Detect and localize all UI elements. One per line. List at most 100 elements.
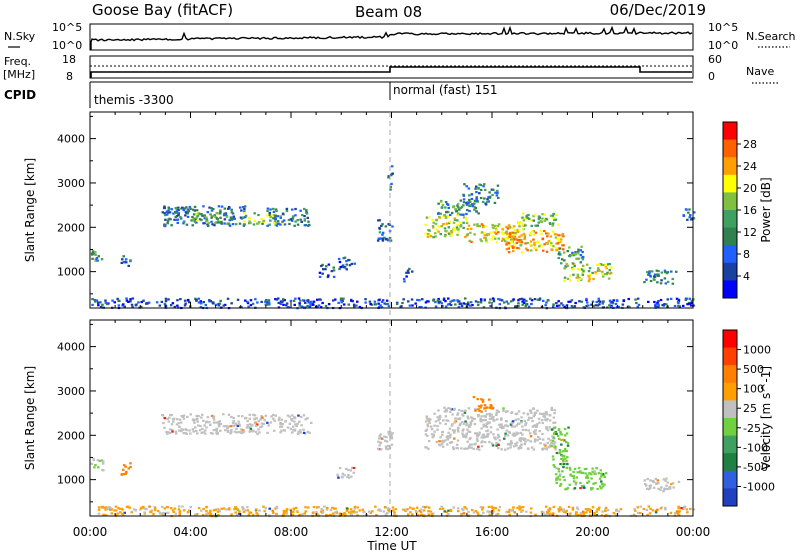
nsky-tick-top: 10^5	[52, 21, 82, 34]
echo-region	[517, 212, 560, 227]
cpid-segment-1: themis -3300	[94, 93, 174, 107]
nsky-panel: N.Sky 10^5 10^0 10^5 10^0 N.Search	[4, 21, 796, 52]
nsearch-tick-top: 10^5	[708, 21, 738, 34]
colorbar-swatch	[723, 210, 737, 229]
echo-region	[336, 466, 356, 479]
colorbar-tick-label: -25	[743, 422, 761, 435]
colorbar-swatch	[723, 435, 737, 454]
power-colorbar: 28 24 20 16 12 8 4	[722, 121, 757, 299]
nave-tick-bottom: 0	[708, 70, 715, 83]
colorbar-tick-label: -100	[743, 441, 768, 454]
nsky-tick-bottom: 10^0	[52, 39, 82, 52]
date-title: 06/Dec/2019	[610, 1, 706, 19]
colorbar-tick-label: 25	[743, 402, 757, 415]
echo-region	[550, 426, 570, 469]
freq-unit-label: [MHz]	[3, 68, 35, 81]
x-tick-label: 08:00	[274, 525, 309, 539]
colorbar-swatch	[723, 488, 737, 507]
echo-region	[90, 457, 105, 472]
echo-region	[387, 165, 394, 191]
colorbar-tick-label: 4	[743, 270, 750, 283]
colorbar-swatch	[723, 174, 737, 193]
time-xlabel: Time UT	[366, 539, 417, 553]
velocity-panel: 1000 2000 3000 4000 Slant Range [km]	[23, 319, 696, 518]
echo-region	[161, 413, 313, 436]
colorbar-tick-label: -500	[743, 461, 768, 474]
y-tick-label: 3000	[57, 177, 85, 190]
y-tick-label: 4000	[57, 341, 85, 354]
cpid-row: CPID themis -3300 normal (fast) 151	[4, 81, 693, 108]
echo-region	[682, 208, 696, 221]
colorbar-tick-label: 12	[743, 226, 757, 239]
echo-region	[376, 219, 394, 242]
x-tick-label: 12:00	[374, 525, 409, 539]
colorbar-tick-label: 16	[743, 204, 757, 217]
colorbar-swatch	[723, 453, 737, 472]
colorbar-swatch	[723, 382, 737, 401]
nsky-trace	[90, 25, 693, 50]
colorbar-swatch	[723, 122, 737, 141]
colorbar-tick-label: 20	[743, 182, 757, 195]
colorbar-tick-label: 500	[743, 363, 764, 376]
colorbar-swatch	[723, 365, 737, 384]
freq-panel: Freq. [MHz] 18 8 60 0 Nave	[3, 53, 778, 84]
velocity-colorbar: 1000 500 100 25 -25 -100 -500 -1000	[722, 329, 775, 507]
echo-region	[557, 245, 585, 265]
station-title: Goose Bay (fitACF)	[92, 1, 233, 19]
echo-region	[266, 207, 311, 227]
colorbar-swatch	[723, 347, 737, 366]
colorbar-tick-label: -1000	[743, 480, 775, 493]
echo-region	[120, 255, 132, 267]
echo-region	[505, 229, 565, 254]
nave-label: Nave	[746, 65, 774, 78]
y-tick-label: 2000	[57, 221, 85, 234]
echo-region	[643, 477, 681, 493]
colorbar-swatch	[723, 245, 737, 264]
beam-title: Beam 08	[355, 3, 422, 21]
colorbar-swatch	[723, 400, 737, 419]
echo-region	[437, 199, 480, 217]
freq-tick-bottom: 8	[66, 70, 73, 83]
y-tick-label: 4000	[57, 133, 85, 146]
nave-tick-top: 60	[708, 53, 722, 66]
echo-region	[191, 211, 233, 225]
echo-region	[643, 269, 678, 285]
nsky-label: N.Sky	[4, 30, 36, 43]
freq-trace	[90, 66, 692, 78]
colorbar-tick-label: 1000	[743, 344, 771, 357]
echo-region	[462, 183, 500, 208]
power-ylabel: Slant Range [km]	[23, 158, 37, 262]
freq-tick-top: 18	[62, 53, 76, 66]
cpid-label: CPID	[4, 88, 36, 102]
echo-region	[554, 466, 608, 491]
echo-region	[377, 430, 394, 451]
colorbar-swatch	[723, 157, 737, 176]
power-colorbar-label: Power [dB]	[759, 177, 773, 242]
time-axis: 00:00 04:00 08:00 12:00 16:00 20:00 00:00	[73, 525, 711, 539]
colorbar-tick-label: 100	[743, 383, 764, 396]
colorbar-swatch	[723, 227, 737, 246]
colorbar-swatch	[723, 280, 737, 299]
echo-region	[90, 250, 104, 262]
y-tick-label: 3000	[57, 385, 85, 398]
echo-region	[467, 223, 527, 245]
echo-region	[424, 406, 557, 451]
nsearch-tick-bottom: 10^0	[708, 39, 738, 52]
cpid-segment-2: normal (fast) 151	[393, 83, 497, 97]
power-panel: 1000 2000 3000 4000 Slant Range [km]	[23, 111, 696, 310]
colorbar-tick-label: 8	[743, 248, 750, 261]
colorbar-swatch	[723, 139, 737, 158]
x-tick-label: 00:00	[73, 525, 108, 539]
x-tick-label: 20:00	[575, 525, 610, 539]
x-tick-label: 16:00	[475, 525, 510, 539]
echo-region	[97, 505, 696, 518]
y-tick-label: 1000	[57, 266, 85, 279]
colorbar-tick-label: 24	[743, 160, 757, 173]
velocity-colorbar-label: Velocity [m s^-1]	[759, 366, 773, 470]
echo-region	[337, 256, 356, 271]
freq-label: Freq.	[4, 55, 31, 68]
y-tick-label: 1000	[57, 474, 85, 487]
colorbar-swatch	[723, 192, 737, 211]
echo-region	[472, 396, 494, 413]
colorbar-tick-label: 28	[743, 138, 757, 151]
